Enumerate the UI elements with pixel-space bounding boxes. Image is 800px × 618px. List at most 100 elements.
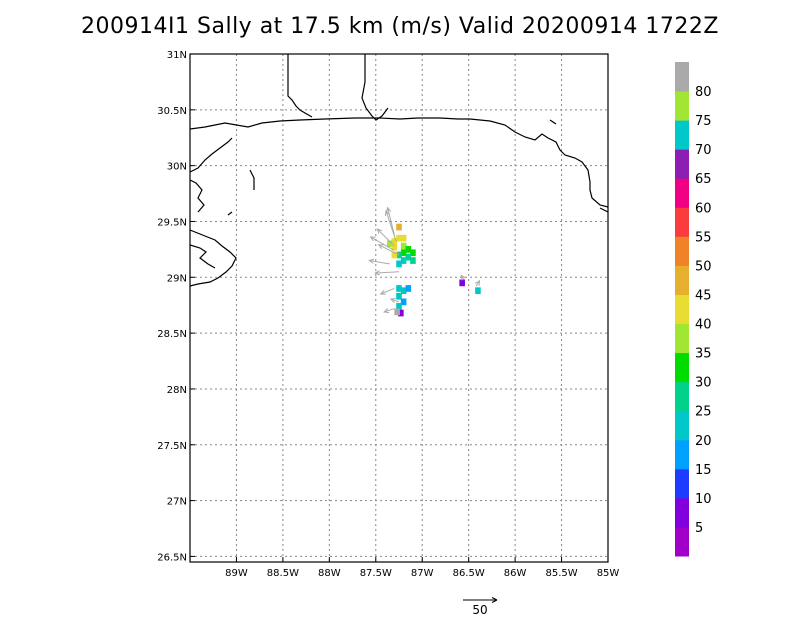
colorbar-segment bbox=[675, 149, 689, 179]
lon-tick-label: 85.5W bbox=[545, 568, 577, 579]
lat-tick-label: 26.5N bbox=[157, 552, 187, 563]
colorbar-segment bbox=[675, 526, 689, 557]
lon-tick-label: 88.5W bbox=[267, 568, 299, 579]
wind-field-cell bbox=[391, 243, 398, 251]
colorbar-segment bbox=[675, 91, 689, 121]
coastline-bay bbox=[287, 54, 389, 121]
wind-speed-field bbox=[386, 223, 481, 317]
wind-field-cell bbox=[400, 234, 407, 242]
coastline-west bbox=[190, 137, 237, 287]
wind-field-cell bbox=[391, 238, 398, 245]
wind-field-cell bbox=[459, 279, 465, 287]
colorbar-label: 10 bbox=[695, 492, 712, 507]
colorbar-segment bbox=[675, 265, 689, 295]
wind-field-cell bbox=[396, 285, 402, 292]
lon-tick-label: 87W bbox=[411, 568, 434, 579]
lon-tick-label: 86W bbox=[504, 568, 527, 579]
wind-field-cell bbox=[410, 249, 416, 257]
colorbar-segment bbox=[675, 236, 689, 266]
wind-vector bbox=[376, 228, 395, 247]
lon-tick-label: 85W bbox=[597, 568, 620, 579]
wind-field-cell bbox=[396, 302, 402, 310]
colorbar-label: 40 bbox=[695, 318, 712, 333]
wind-vector bbox=[379, 287, 395, 295]
wind-field-cell bbox=[400, 242, 407, 250]
coastline-islands bbox=[227, 119, 608, 216]
lat-tick-label: 29.5N bbox=[157, 217, 187, 228]
colorbar-label: 30 bbox=[695, 376, 712, 391]
axis-ticks: 89W 88.5W 88W 87.5W 87W 86.5W 86W 85.5W 85W 31N 30… bbox=[157, 50, 619, 579]
lon-tick-label: 89W bbox=[225, 568, 248, 579]
wind-field-cell bbox=[475, 287, 481, 295]
reference-vector: 50 bbox=[463, 597, 498, 617]
wind-field-cell bbox=[386, 240, 393, 248]
wind-field-cell bbox=[396, 260, 402, 268]
lon-tick-label: 88W bbox=[318, 568, 341, 579]
colorbar-label: 25 bbox=[695, 405, 712, 420]
lat-tick-label: 30N bbox=[167, 162, 187, 173]
wind-vector bbox=[377, 244, 400, 256]
wind-field-cell bbox=[400, 298, 407, 306]
wind-field-cell bbox=[396, 251, 402, 259]
wind-field-cell bbox=[396, 223, 402, 231]
colorbar-segment bbox=[675, 410, 689, 441]
wind-field-cell bbox=[396, 234, 402, 242]
wind-vector bbox=[460, 274, 466, 281]
colorbar-label: 15 bbox=[695, 463, 712, 478]
colorbar: 5 10 15 20 25 30 35 40 45 50 55 60 65 70 75 80 bbox=[675, 62, 712, 557]
wind-vectors bbox=[368, 206, 481, 314]
colorbar-label: 50 bbox=[695, 259, 712, 274]
reference-arrow-head bbox=[491, 597, 498, 603]
lat-tick-label: 30.5N bbox=[157, 106, 187, 117]
wind-field-cell bbox=[398, 309, 404, 317]
wind-field-cell bbox=[405, 285, 412, 292]
lat-tick-label: 28N bbox=[167, 385, 187, 396]
wind-vector bbox=[475, 279, 481, 287]
coastline bbox=[190, 54, 608, 287]
colorbar-label: 5 bbox=[695, 521, 703, 536]
colorbar-segment bbox=[675, 294, 689, 325]
colorbar-segment bbox=[675, 323, 689, 354]
colorbar-segment bbox=[675, 352, 689, 383]
wind-vector bbox=[384, 209, 397, 242]
wind-vector bbox=[369, 236, 395, 251]
colorbar-label: 80 bbox=[695, 85, 712, 100]
wind-field-cell bbox=[400, 287, 407, 295]
colorbar-label: 55 bbox=[695, 230, 712, 245]
wind-field-cell bbox=[396, 292, 402, 300]
colorbar-label: 35 bbox=[695, 347, 712, 362]
wind-vector bbox=[386, 206, 395, 235]
lat-tick-label: 27N bbox=[167, 497, 187, 508]
lat-tick-label: 31N bbox=[167, 50, 187, 61]
colorbar-label: 20 bbox=[695, 434, 712, 449]
colorbar-segment bbox=[675, 381, 689, 412]
wind-field-cell bbox=[394, 308, 400, 316]
colorbar-segment bbox=[675, 178, 689, 208]
wind-field-cell bbox=[391, 251, 398, 259]
wind-vector bbox=[368, 258, 390, 265]
reference-vector-label: 50 bbox=[472, 603, 487, 617]
wind-field-cell bbox=[405, 246, 412, 253]
wind-vector bbox=[374, 270, 400, 276]
plot-title: 200914I1 Sally at 17.5 km (m/s) Valid 20… bbox=[81, 14, 719, 39]
lat-tick-label: 27.5N bbox=[157, 441, 187, 452]
colorbar-label: 75 bbox=[695, 114, 712, 129]
wind-field-cell bbox=[410, 257, 416, 264]
coastline-main bbox=[190, 117, 608, 208]
map-frame bbox=[189, 53, 609, 563]
colorbar-segment bbox=[675, 439, 689, 470]
wind-field-cell bbox=[400, 249, 407, 257]
lon-tick-label: 86.5W bbox=[453, 568, 485, 579]
colorbar-label: 60 bbox=[695, 201, 712, 216]
colorbar-label: 65 bbox=[695, 172, 712, 187]
colorbar-segment bbox=[675, 497, 689, 528]
colorbar-segment bbox=[675, 468, 689, 499]
colorbar-segment bbox=[675, 120, 689, 150]
lat-tick-label: 29N bbox=[167, 273, 187, 284]
wind-field-cell bbox=[405, 253, 412, 261]
wind-vector bbox=[389, 298, 400, 303]
colorbar-segment bbox=[675, 207, 689, 237]
colorbar-segment bbox=[675, 62, 689, 92]
colorbar-label: 70 bbox=[695, 143, 712, 158]
